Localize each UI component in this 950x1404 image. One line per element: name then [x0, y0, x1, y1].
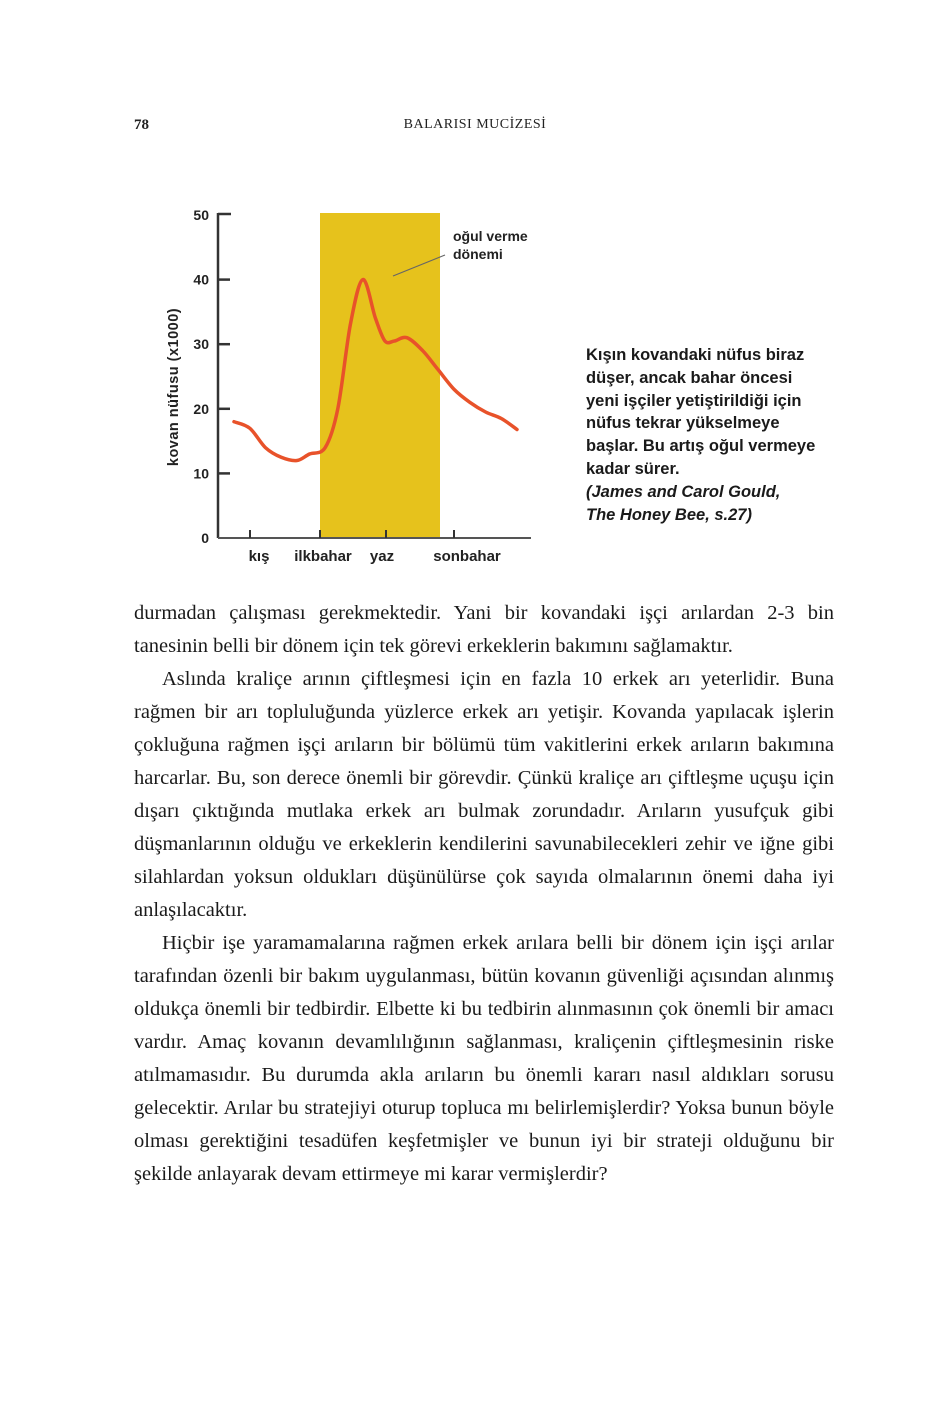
body-text: durmadan çalışması gerekmektedir. Yani b… — [134, 597, 834, 1191]
y-axis-label: kovan nüfusu (x1000) — [166, 308, 182, 466]
population-chart: 0 10 20 30 40 50 kovan nüfusu (x1000) kış ilkbah… — [166, 207, 531, 565]
swarming-period-band — [320, 213, 440, 538]
paragraph-2: Aslında kraliçe arının çiftleşmesi için … — [134, 668, 834, 921]
paragraph-1: durmadan çalışması gerekmektedir. Yani b… — [134, 602, 834, 657]
paragraph-3: Hiçbir işe yaramamalarına rağmen erkek a… — [134, 932, 834, 1185]
population-line — [232, 277, 519, 463]
y-tick-label: 20 — [193, 401, 209, 417]
caption-source-line-2: The Honey Bee, s.27) — [586, 505, 752, 524]
page-number: 78 — [134, 117, 149, 133]
season-label: ilkbahar — [294, 548, 352, 565]
caption-source-line-1: (James and Carol Gould, — [586, 482, 781, 501]
y-tick-label: 30 — [193, 336, 209, 352]
caption-text: Kışın kovandaki nüfus biraz düşer, ancak… — [586, 346, 816, 478]
season-label: kış — [249, 548, 270, 565]
y-tick-label: 10 — [193, 465, 209, 481]
chart-caption: Kışın kovandaki nüfus biraz düşer, ancak… — [586, 344, 816, 526]
season-label: yaz — [370, 548, 394, 565]
swarming-annotation: dönemi — [453, 246, 503, 262]
season-label: sonbahar — [433, 548, 501, 565]
swarming-annotation: oğul verme — [453, 228, 528, 244]
running-title: BALARISI MUCİZESİ — [403, 117, 547, 132]
y-tick-label: 40 — [193, 272, 209, 288]
y-tick-label: 50 — [193, 207, 209, 223]
annotation-leader — [392, 254, 446, 277]
y-tick-label: 0 — [201, 530, 209, 546]
